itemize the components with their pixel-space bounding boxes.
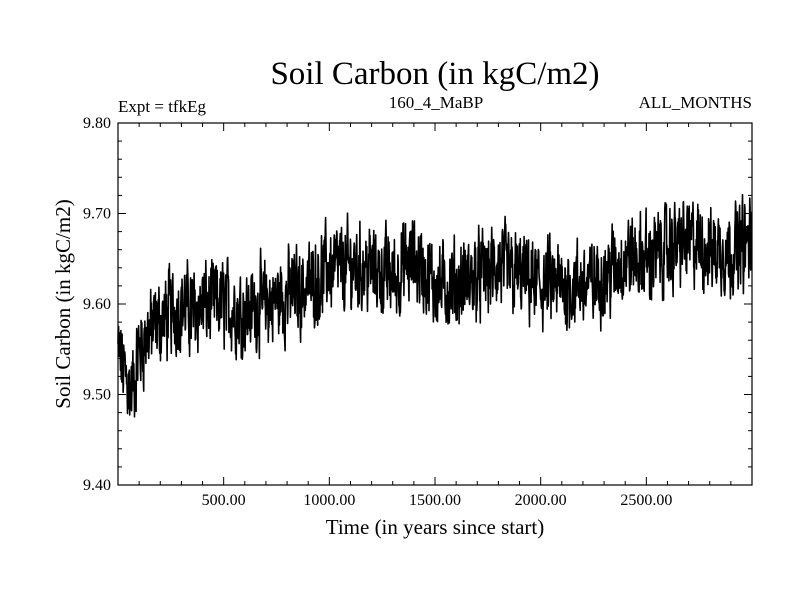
period-label: 160_4_MaBP	[389, 93, 483, 112]
soil-carbon-series-line	[117, 193, 753, 418]
y-tick-label: 9.40	[83, 477, 111, 494]
x-tick-label: 500.00	[202, 492, 246, 509]
y-tick-label: 9.50	[83, 387, 111, 404]
chart-title: Soil Carbon (in kgC/m2)	[270, 56, 599, 92]
x-axis-label: Time (in years since start)	[326, 515, 545, 539]
y-tick-label: 9.70	[83, 206, 111, 223]
experiment-label: Expt = tfkEg	[118, 97, 206, 116]
ticks-layer: 500.00 1000.00 1500.00 2000.00 2500.00 9.40 9.…	[83, 115, 752, 509]
series-layer	[117, 193, 753, 418]
x-tick-label: 2000.00	[515, 492, 567, 509]
y-tick-label: 9.60	[83, 296, 111, 313]
x-tick-label: 1500.00	[409, 492, 461, 509]
x-tick-label: 2500.00	[620, 492, 672, 509]
y-tick-label: 9.80	[83, 115, 111, 132]
months-label: ALL_MONTHS	[639, 93, 752, 112]
x-tick-label: 1000.00	[303, 492, 355, 509]
y-axis-label: Soil Carbon (in kgC/m2)	[51, 199, 75, 408]
